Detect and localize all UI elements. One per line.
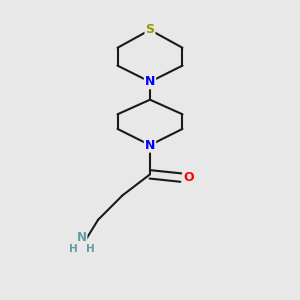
Text: N: N [145, 75, 155, 88]
Text: N: N [77, 231, 87, 244]
Text: H: H [69, 244, 78, 254]
Text: S: S [146, 23, 154, 36]
Text: H: H [85, 244, 94, 254]
Text: O: O [184, 171, 194, 184]
Text: N: N [145, 139, 155, 152]
